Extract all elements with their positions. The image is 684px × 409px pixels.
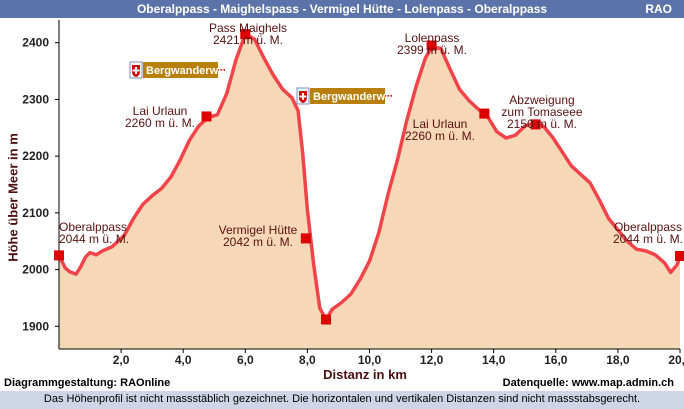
waypoint-label: Pass Maighels 2421 m ü. M. <box>209 21 287 47</box>
credit-source: Datenquelle: www.map.admin.ch <box>502 377 674 389</box>
chart-title: Oberalppass - Maighelspass - Vermigel Hü… <box>136 2 548 16</box>
waypoint-label: Oberalppass 2044 m ü. M. <box>59 220 129 246</box>
trail-badge: Bergwanderweg <box>296 87 398 105</box>
x-axis-title: Distanz in km <box>323 367 407 382</box>
y-tick-label: 2400 <box>22 36 49 50</box>
waypoint-marker <box>201 111 212 122</box>
footer-note: Das Höhenprofil ist nicht massstäblich g… <box>0 391 684 409</box>
x-tick-label: 12,0 <box>420 353 444 367</box>
waypoint-label: Vermigel Hütte 2042 m ü. M. <box>219 223 298 249</box>
x-tick-label: 2,0 <box>113 353 130 367</box>
y-tick-label: 2200 <box>22 149 49 163</box>
y-tick-label: 2000 <box>22 263 49 277</box>
waypoint-label: Lai Urlaun 2260 m ü. M. <box>405 117 475 143</box>
x-tick-label: 10,0 <box>358 353 382 367</box>
x-tick-label: 8,0 <box>299 353 316 367</box>
waypoint-label: Lolenpass 2399 m ü. M. <box>397 31 467 57</box>
y-tick-label: 2100 <box>22 206 49 220</box>
x-tick-label: 4,0 <box>175 353 192 367</box>
waypoint-marker <box>479 108 490 119</box>
waypoint-marker <box>240 29 251 40</box>
waypoint-marker <box>426 40 437 51</box>
brand-label: RAO <box>645 2 672 16</box>
y-tick-label: 1900 <box>22 319 49 333</box>
credit-design: Diagrammgestaltung: RAOnline <box>4 377 171 389</box>
waypoint-marker <box>675 250 684 261</box>
badge-background <box>143 62 218 78</box>
profile-area <box>59 34 680 349</box>
waypoint-marker <box>321 314 332 325</box>
swiss-cross-icon <box>132 69 140 72</box>
badge-label: Bergwanderweg <box>146 65 231 77</box>
waypoint-marker <box>300 233 311 244</box>
title-bar: Oberalppass - Maighelspass - Vermigel Hü… <box>0 0 684 18</box>
swiss-cross-icon <box>299 95 307 98</box>
trail-badge: Bergwanderweg <box>129 61 231 79</box>
x-tick-label: 20,0 <box>668 353 684 367</box>
waypoint-label: Oberalppass 2044 m ü. M. <box>613 220 683 246</box>
y-tick-label: 2300 <box>22 92 49 106</box>
badge-label: Bergwanderweg <box>313 91 398 103</box>
waypoint-marker <box>530 119 541 130</box>
profile-line <box>57 32 682 322</box>
badge-background <box>310 88 385 104</box>
waypoint-marker <box>54 250 64 261</box>
x-tick-label: 18,0 <box>606 353 630 367</box>
waypoint-label: Lai Urlaun 2260 m ü. M. <box>125 104 195 130</box>
x-tick-label: 6,0 <box>237 353 254 367</box>
x-tick-label: 14,0 <box>482 353 506 367</box>
x-tick-label: 16,0 <box>544 353 568 367</box>
y-axis-title: Höhe über Meer in m <box>5 133 21 262</box>
waypoint-label: Abzweigung zum Tomaseee 2150 m ü. M. <box>501 93 582 131</box>
